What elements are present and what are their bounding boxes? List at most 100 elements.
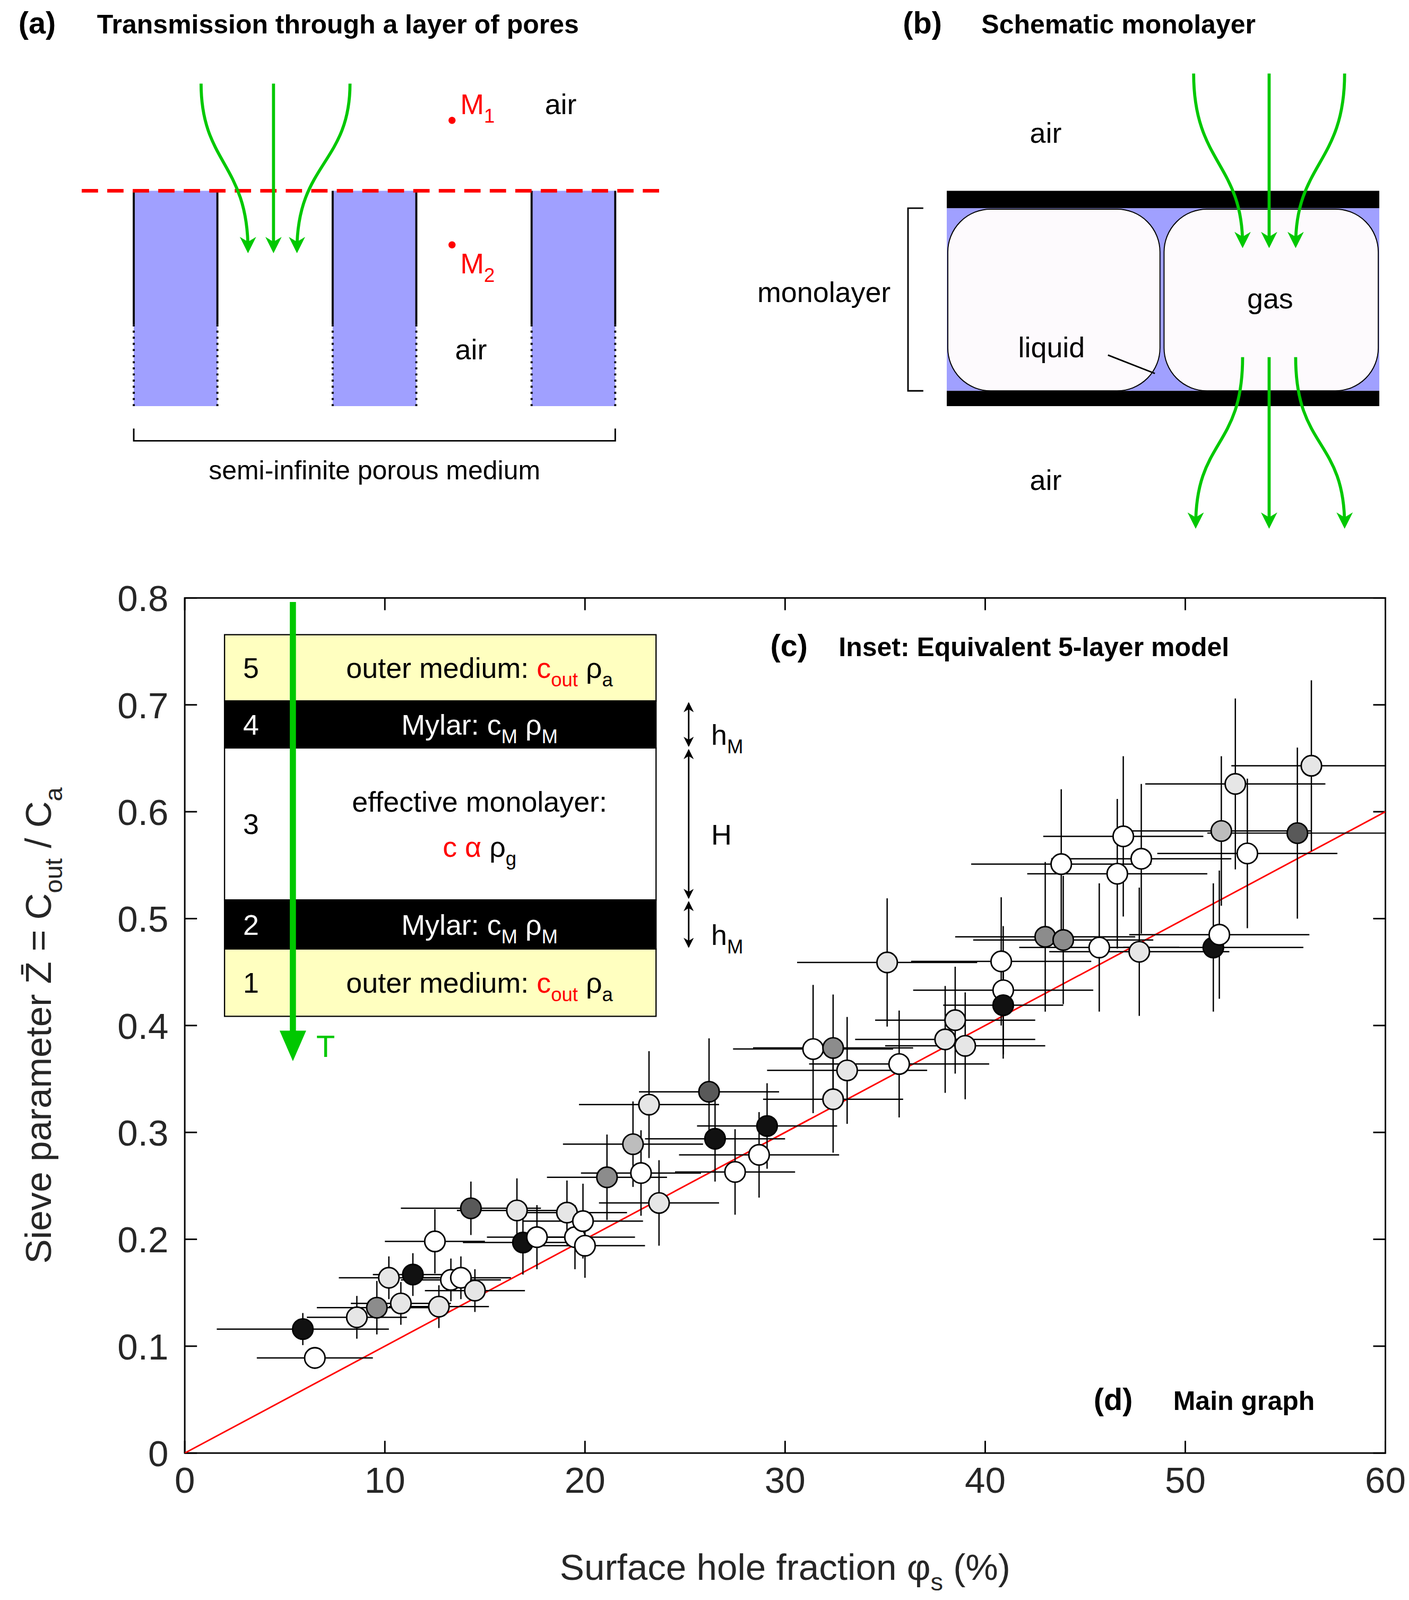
data-point bbox=[954, 1035, 975, 1056]
reference-line bbox=[184, 811, 1386, 1453]
y-tick bbox=[1372, 1238, 1386, 1240]
layer bbox=[224, 747, 656, 900]
figure: (a)Transmission through a layer of pores… bbox=[0, 0, 1409, 1600]
layer-text: outer medium: cout ρa bbox=[346, 966, 613, 1006]
text-part: ρ bbox=[481, 830, 506, 863]
transmission-arrow bbox=[289, 601, 297, 1046]
text-part: Mylar: c bbox=[401, 708, 501, 741]
x-tick bbox=[1184, 1440, 1187, 1453]
data-point bbox=[724, 1161, 746, 1182]
label: air bbox=[1030, 116, 1062, 149]
data-point bbox=[945, 1009, 966, 1031]
text-part: out bbox=[550, 983, 578, 1006]
pore-wall bbox=[133, 190, 218, 406]
y-tick bbox=[1372, 1024, 1386, 1026]
data-point bbox=[506, 1199, 527, 1221]
transmission-arrowhead bbox=[279, 1030, 307, 1061]
data-point bbox=[1052, 929, 1074, 950]
data-point bbox=[836, 1059, 858, 1080]
label: monolayer bbox=[757, 275, 891, 308]
text-part: M bbox=[460, 88, 484, 120]
data-point bbox=[823, 1037, 844, 1058]
x-tick-label: 10 bbox=[364, 1458, 406, 1501]
y-tick bbox=[184, 597, 197, 599]
layer-text: c α ρg bbox=[442, 830, 517, 870]
data-point bbox=[526, 1226, 548, 1247]
dimension-arrow bbox=[687, 702, 690, 746]
data-point bbox=[888, 1053, 910, 1074]
layer-text: outer medium: cout ρa bbox=[346, 651, 613, 691]
text-part: c bbox=[536, 651, 551, 684]
x-tick bbox=[384, 597, 386, 610]
x-tick bbox=[1384, 1440, 1387, 1453]
y-tick-label: 0.5 bbox=[117, 897, 169, 940]
x-tick bbox=[1384, 597, 1387, 610]
data-point bbox=[597, 1166, 618, 1187]
data-point bbox=[756, 1115, 777, 1136]
bracket bbox=[133, 428, 616, 441]
panel-title: Schematic monolayer bbox=[981, 9, 1256, 40]
wall-edge bbox=[415, 324, 418, 406]
data-point bbox=[1129, 941, 1150, 962]
wall-edge bbox=[331, 324, 334, 406]
data-point bbox=[1088, 937, 1110, 958]
y-tick bbox=[1372, 703, 1386, 706]
flow-arrow bbox=[1295, 357, 1345, 526]
text-part: a bbox=[39, 786, 68, 801]
wall-edge bbox=[216, 324, 219, 406]
point-marker bbox=[448, 241, 456, 249]
mylar-sheet bbox=[946, 390, 1380, 406]
x-tick bbox=[984, 1440, 987, 1453]
data-point bbox=[366, 1297, 387, 1318]
x-tick-label: 0 bbox=[174, 1458, 195, 1501]
wall-edge bbox=[216, 190, 219, 325]
wall-edge bbox=[331, 190, 334, 325]
text-part: c bbox=[536, 966, 551, 999]
text-part: c α bbox=[442, 830, 482, 863]
wall-edge bbox=[530, 190, 533, 325]
data-point bbox=[1237, 842, 1258, 863]
data-point bbox=[378, 1267, 400, 1288]
data-point bbox=[1301, 755, 1322, 776]
text-part: M bbox=[501, 725, 518, 748]
flow-arrow bbox=[1193, 73, 1243, 245]
y-tick bbox=[1372, 1344, 1386, 1347]
y-tick bbox=[184, 1238, 197, 1240]
x-tick bbox=[1184, 597, 1187, 610]
text-part: out bbox=[550, 668, 578, 691]
text-part: M bbox=[541, 725, 558, 748]
pore-wall bbox=[332, 190, 417, 406]
data-point bbox=[572, 1210, 593, 1231]
wall-edge bbox=[614, 324, 617, 406]
data-point bbox=[574, 1234, 595, 1256]
label: air bbox=[1030, 463, 1062, 496]
layer-number: 5 bbox=[243, 651, 259, 684]
text-part: M bbox=[541, 925, 558, 948]
layer bbox=[224, 701, 656, 748]
dimension-arrow bbox=[687, 749, 690, 898]
layer bbox=[224, 948, 656, 1017]
data-point bbox=[346, 1306, 367, 1327]
text-part: ρ bbox=[577, 966, 603, 999]
data-point bbox=[992, 994, 1014, 1015]
text-part: h bbox=[711, 718, 728, 751]
data-point bbox=[802, 1038, 824, 1059]
interface-line bbox=[81, 188, 665, 193]
data-point bbox=[292, 1318, 313, 1339]
data-point bbox=[1130, 848, 1152, 869]
text-part: 1 bbox=[483, 105, 495, 127]
layer bbox=[224, 899, 656, 949]
data-point bbox=[630, 1162, 652, 1183]
panel-d: 010203040506000.10.20.30.40.50.60.70.8Su… bbox=[17, 577, 1406, 1596]
text-part: M bbox=[501, 925, 518, 948]
layer-number: 1 bbox=[243, 966, 259, 999]
arrow-label: T bbox=[316, 1029, 335, 1063]
data-point bbox=[424, 1230, 445, 1251]
data-point bbox=[704, 1128, 725, 1149]
x-tick bbox=[184, 597, 186, 610]
data-point bbox=[402, 1264, 423, 1285]
data-point bbox=[1034, 926, 1056, 947]
panel-title: Transmission through a layer of pores bbox=[97, 9, 579, 40]
text-part: effective monolayer: bbox=[351, 785, 608, 818]
text-part: M bbox=[727, 735, 743, 758]
